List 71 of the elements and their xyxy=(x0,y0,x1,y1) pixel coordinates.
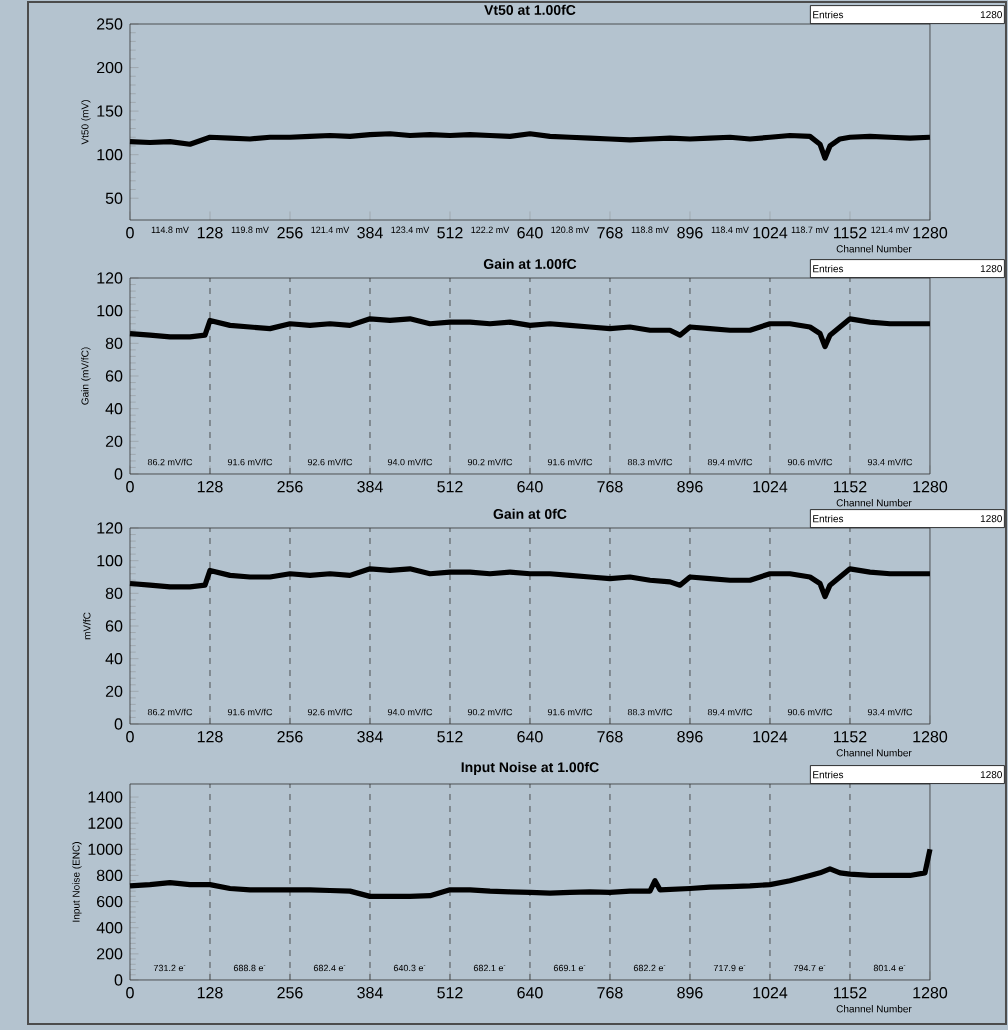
x-tick-label: 0 xyxy=(126,481,134,493)
y-tick-label: 1400 xyxy=(88,791,123,803)
x-tick-label: 1024 xyxy=(753,731,788,743)
x-tick-label: 128 xyxy=(197,481,223,493)
x-tick-label: 0 xyxy=(126,227,134,239)
x-tick-label: 640 xyxy=(517,987,543,999)
x-tick-label: 128 xyxy=(197,227,223,239)
y-tick-label: 80 xyxy=(105,587,123,599)
x-tick-label: 0 xyxy=(126,731,134,743)
x-tick-label: 1152 xyxy=(834,481,867,493)
x-tick-label: 896 xyxy=(677,731,703,743)
y-tick-label: 40 xyxy=(105,403,123,415)
x-tick-label: 256 xyxy=(277,731,303,743)
x-tick-label: 1024 xyxy=(753,481,788,493)
y-tick-label: 200 xyxy=(97,948,123,960)
x-tick-label: 1152 xyxy=(834,987,867,999)
x-tick-label: 384 xyxy=(357,987,383,999)
y-tick-label: 100 xyxy=(97,555,123,567)
x-tick-label: 896 xyxy=(677,481,703,493)
x-tick-label: 1280 xyxy=(913,987,948,999)
x-tick-label: 1152 xyxy=(834,731,867,743)
x-tick-label: 1152 xyxy=(834,227,867,239)
x-tick-label: 1024 xyxy=(753,227,788,239)
x-tick-label: 1280 xyxy=(913,731,948,743)
y-tick-label: 1200 xyxy=(88,817,123,829)
x-tick-label: 384 xyxy=(357,227,383,239)
y-tick-label: 50 xyxy=(105,192,123,204)
y-tick-label: 200 xyxy=(97,61,123,74)
x-tick-label: 0 xyxy=(126,987,134,999)
y-tick-label: 120 xyxy=(97,522,123,534)
y-tick-label: 120 xyxy=(97,272,123,284)
x-tick-label: 256 xyxy=(277,227,303,239)
y-tick-label: 80 xyxy=(105,337,123,349)
y-tick-label: 0 xyxy=(114,468,123,480)
y-tick-label: 100 xyxy=(97,149,123,161)
x-tick-label: 384 xyxy=(357,731,383,743)
x-tick-label: 384 xyxy=(357,481,383,493)
y-tick-label: 0 xyxy=(114,718,123,730)
y-tick-label: 0 xyxy=(114,974,123,986)
x-tick-label: 1280 xyxy=(913,227,948,239)
x-tick-label: 1280 xyxy=(913,481,948,493)
x-tick-label: 256 xyxy=(277,481,303,493)
x-tick-label: 640 xyxy=(517,227,543,239)
y-tick-label: 150 xyxy=(97,105,123,117)
y-tick-label: 1000 xyxy=(88,843,123,855)
y-tick-label: 60 xyxy=(105,370,123,382)
y-tick-label: 20 xyxy=(105,435,123,447)
y-tick-label: 400 xyxy=(96,922,123,934)
x-tick-label: 896 xyxy=(677,987,703,999)
y-tick-label: 100 xyxy=(97,305,123,317)
x-tick-label: 768 xyxy=(597,987,623,999)
x-tick-label: 640 xyxy=(517,481,543,493)
y-tick-label: 60 xyxy=(105,620,123,632)
x-tick-label: 128 xyxy=(197,731,223,743)
x-tick-label: 512 xyxy=(437,481,463,493)
y-tick-label: 20 xyxy=(105,685,123,697)
x-tick-label: 896 xyxy=(677,227,703,239)
x-tick-label: 768 xyxy=(597,731,623,743)
x-tick-label: 512 xyxy=(437,227,463,239)
y-tick-label: 600 xyxy=(97,895,123,908)
x-tick-label: 640 xyxy=(517,731,543,743)
x-tick-label: 768 xyxy=(597,481,623,493)
x-tick-label: 768 xyxy=(597,227,623,239)
y-tick-label: 40 xyxy=(105,653,123,665)
y-tick-label: 800 xyxy=(96,869,123,882)
x-tick-label: 128 xyxy=(197,987,223,999)
x-tick-label: 512 xyxy=(437,731,463,743)
x-tick-label: 1024 xyxy=(753,987,788,999)
y-tick-label: 250 xyxy=(97,18,123,30)
x-tick-label: 256 xyxy=(277,987,303,999)
x-tick-label: 512 xyxy=(437,987,463,999)
